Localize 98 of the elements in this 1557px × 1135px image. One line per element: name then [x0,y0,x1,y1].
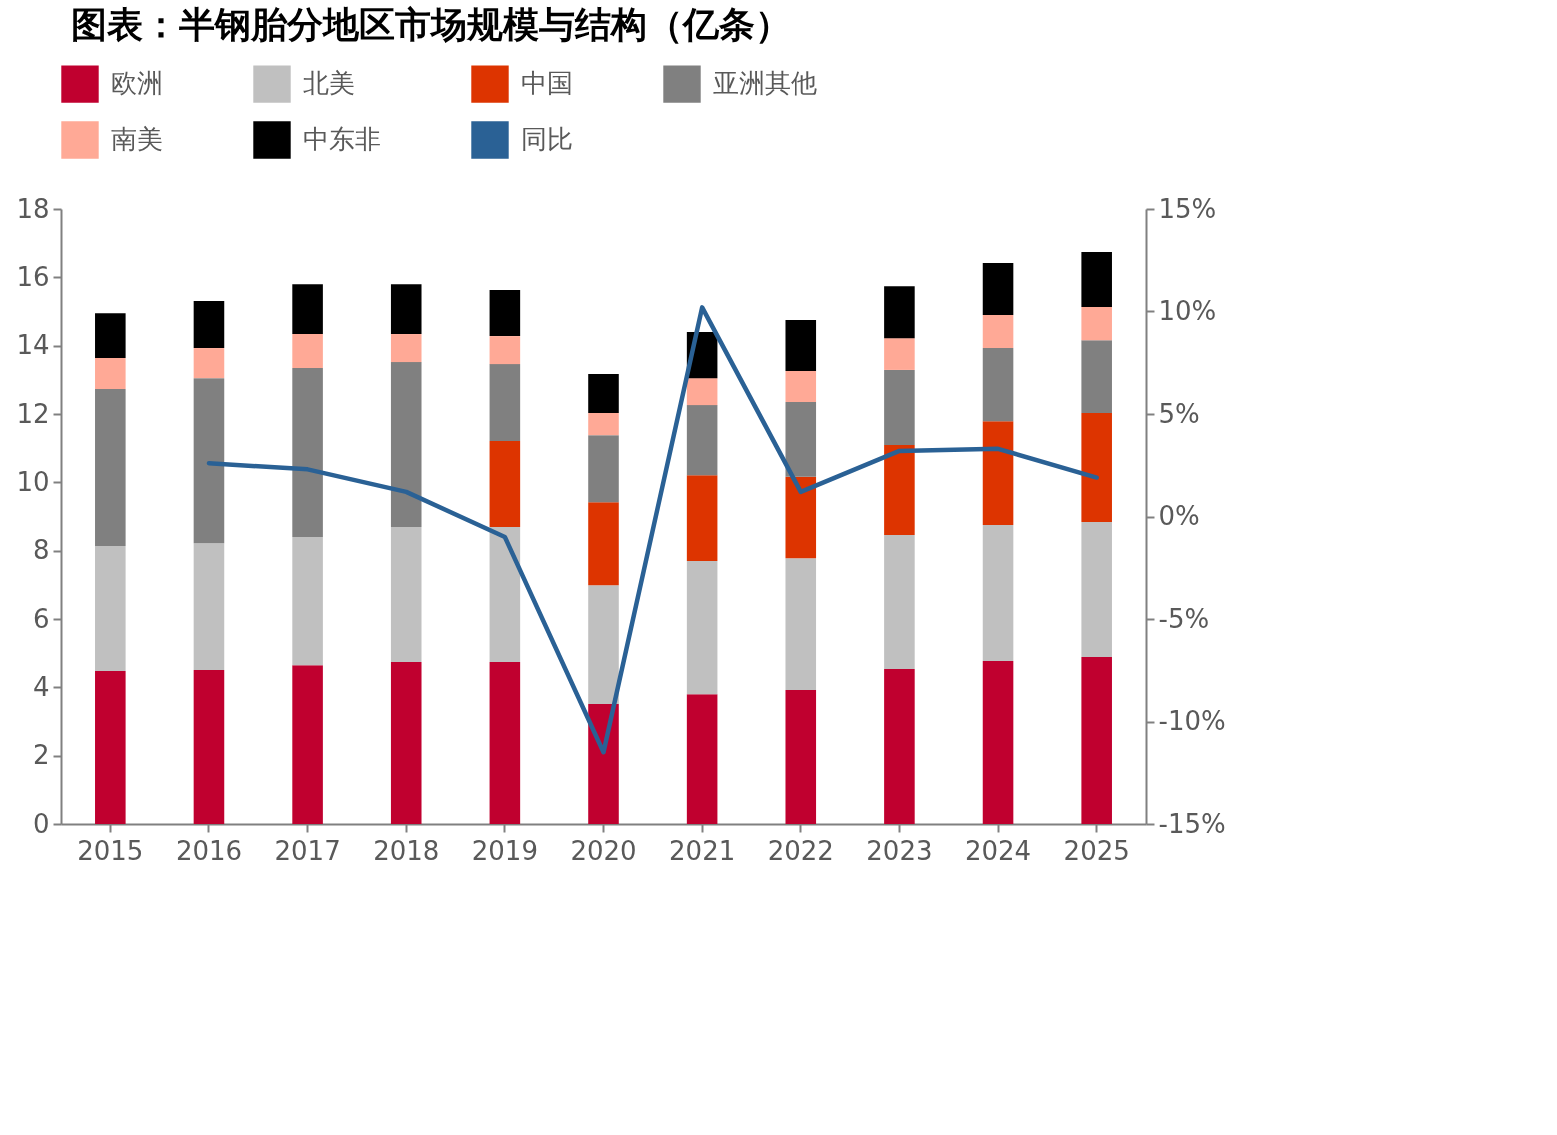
y-tick-label: 2 [32,740,50,771]
bar [95,545,126,671]
bar [489,289,521,337]
y2-tick-label: -10% [1158,706,1226,736]
x-tick-label: 2020 [570,835,637,866]
bar [588,374,619,413]
bar [588,412,619,436]
y-tick-label: 10 [16,466,50,497]
legend-label: 欧洲 [111,68,163,99]
bar [390,334,422,363]
y2-tick-label: -5% [1158,603,1210,634]
bar [785,320,817,371]
bar [686,405,718,476]
bar [292,284,323,335]
bar [95,313,126,358]
bar [785,558,817,691]
bar [292,367,323,537]
y2-tick-label: -15% [1158,808,1226,839]
bar [982,525,1014,662]
bar [95,670,126,824]
y2-tick-label: 15% [1158,193,1217,224]
bar [884,286,915,339]
x-tick-label: 2017 [274,835,341,866]
y2-tick-label: 10% [1158,296,1217,326]
y-tick-label: 16 [16,261,50,292]
bar [686,694,718,824]
bar [982,348,1014,422]
bar [390,284,422,335]
y-tick-label: 8 [32,535,50,566]
y-tick-label: 0 [32,808,50,839]
bar [390,362,422,528]
bar [193,669,225,824]
bar [193,300,225,349]
bar [1081,656,1112,824]
bar [489,527,521,663]
bar [884,668,915,824]
bar [982,314,1014,349]
x-tick-label: 2021 [669,835,736,866]
bar [588,435,619,503]
bar [785,402,817,477]
bar [785,690,817,824]
x-tick-label: 2025 [1063,835,1130,866]
bar [686,560,718,695]
legend-label: 北美 [303,68,355,99]
bar [1081,521,1112,657]
bar [292,334,323,368]
x-tick-label: 2016 [175,835,243,866]
bar [785,476,817,559]
bar [982,421,1014,526]
bar [1081,307,1112,341]
legend-label: 中东非 [303,124,381,154]
x-tick-label: 2019 [471,835,538,866]
x-tick-label: 2024 [964,835,1032,866]
bar [95,389,126,546]
bar [884,369,915,446]
legend-label: 中国 [521,68,573,99]
bar [489,440,521,528]
y-tick-label: 6 [32,603,50,634]
bar [588,502,619,586]
bar [292,665,323,824]
bar [390,662,422,824]
bar [489,662,521,824]
bar [588,585,619,705]
legend-label: 南美 [111,124,163,154]
bar [884,534,915,669]
bar [390,527,422,663]
y-tick-label: 4 [32,671,50,702]
bar [588,704,619,824]
chart-title: 图表：半钢胎分地区市场规模与结构（亿条） [71,4,791,45]
bar [1081,340,1112,413]
bar [982,661,1014,824]
x-tick-label: 2015 [77,835,144,866]
bar [95,357,126,390]
y-tick-label: 18 [16,193,50,224]
bar [686,378,718,406]
bar [193,348,225,379]
y2-tick-label: 5% [1158,398,1200,429]
bar [884,338,915,370]
x-tick-label: 2023 [866,835,933,866]
bar [193,543,225,670]
y-tick-label: 12 [16,398,50,429]
bar [292,537,323,666]
bar [884,445,915,535]
bar [982,262,1014,315]
bar [1081,252,1112,308]
y2-tick-label: 0% [1158,501,1200,531]
legend-label: 同比 [521,124,573,154]
bar [785,370,817,403]
bar [193,378,225,544]
legend-label: 亚洲其他 [713,68,817,99]
y-tick-label: 14 [16,330,50,361]
x-tick-label: 2018 [373,835,440,866]
bar [489,364,521,441]
bar [1081,412,1112,522]
x-tick-label: 2022 [767,835,834,866]
bar [489,336,521,365]
bar [686,475,718,561]
line-series [206,305,1099,755]
